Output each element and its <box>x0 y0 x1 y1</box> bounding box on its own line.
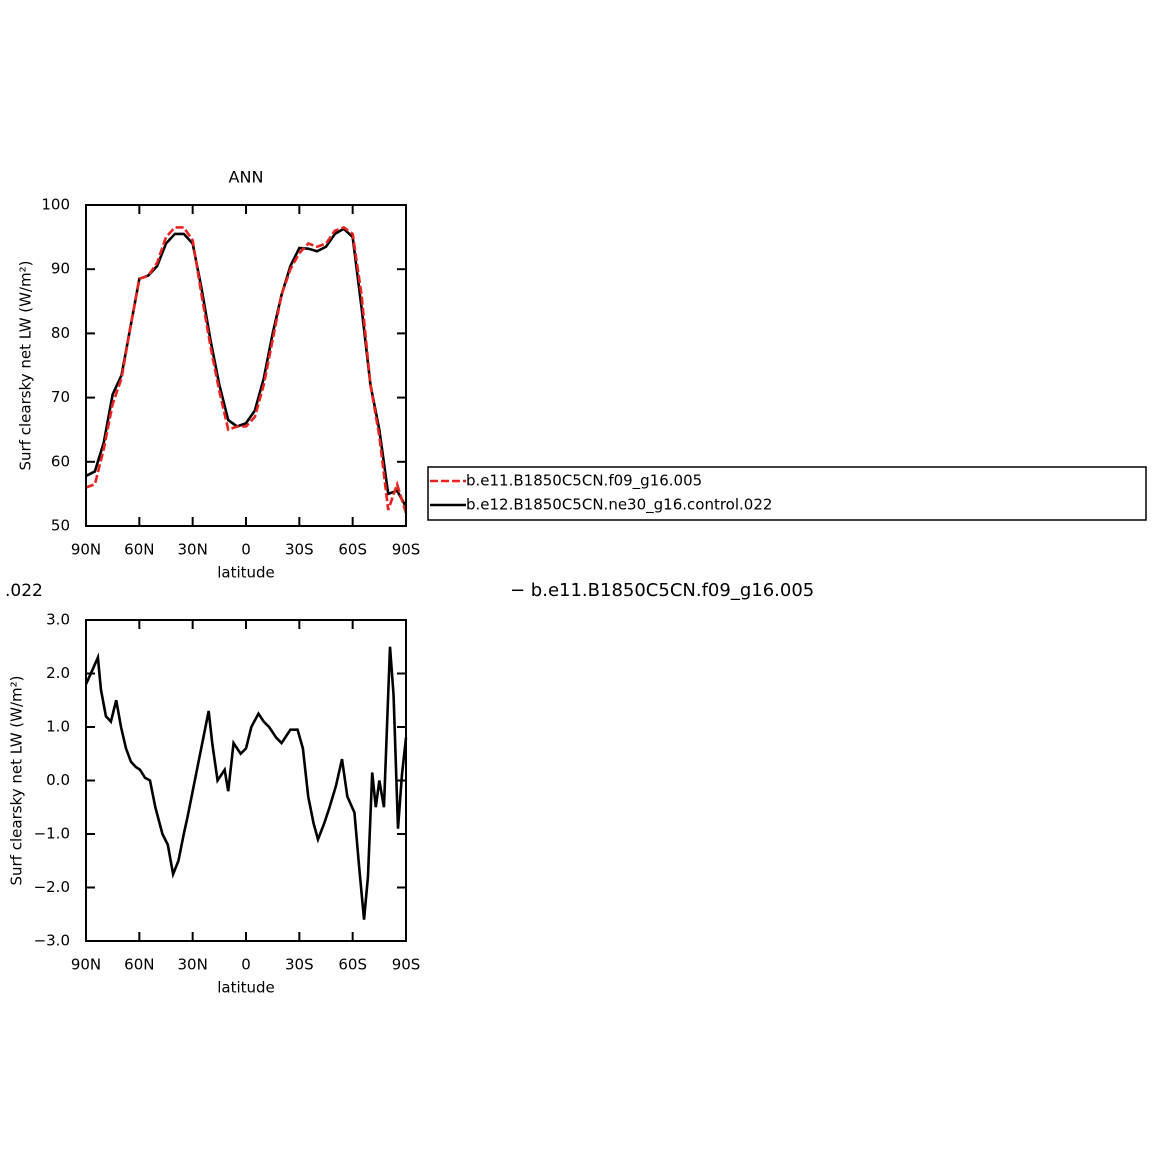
x-tick-label: 0 <box>241 956 251 974</box>
x-tick-label: 60N <box>124 956 154 974</box>
y-tick-label: 90 <box>51 260 70 278</box>
x-axis-label: latitude <box>217 979 275 997</box>
x-tick-label: 60S <box>338 541 367 559</box>
y-tick-label: 2.0 <box>46 664 70 682</box>
legend-label: b.e12.B1850C5CN.ne30_g16.control.022 <box>466 496 772 515</box>
legend-box <box>427 466 1147 521</box>
y-axis-label: Surf clearsky net LW (W/m²) <box>8 675 26 885</box>
y-tick-label: 80 <box>51 324 70 342</box>
chart-title-left: .022 <box>5 581 43 601</box>
x-tick-label: 90N <box>71 956 101 974</box>
x-tick-label: 0 <box>241 541 251 559</box>
series-line <box>85 226 408 514</box>
axis-box <box>85 204 407 527</box>
x-tick-label: 90S <box>392 541 421 559</box>
y-tick-label: 0.0 <box>46 771 70 789</box>
legend-label: b.e11.B1850C5CN.f09_g16.005 <box>466 472 702 491</box>
y-tick-label: 3.0 <box>46 611 70 629</box>
y-tick-label: 50 <box>51 517 70 535</box>
data-line <box>84 646 408 920</box>
x-tick-label: 30N <box>178 956 208 974</box>
y-tick-label: −3.0 <box>34 932 70 950</box>
y-tick-label: 1.0 <box>46 718 70 736</box>
x-tick-label: 90S <box>392 956 421 974</box>
y-tick-label: 70 <box>51 388 70 406</box>
x-tick-label: 30N <box>178 541 208 559</box>
x-tick-label: 30S <box>285 541 314 559</box>
y-tick-label: −1.0 <box>34 825 70 843</box>
y-tick-label: 100 <box>41 196 70 214</box>
x-tick-label: 90N <box>71 541 101 559</box>
y-axis-label: Surf clearsky net LW (W/m²) <box>17 260 35 470</box>
chart-title: ANN <box>229 168 264 187</box>
x-tick-label: 60N <box>124 541 154 559</box>
axis-box <box>85 619 407 942</box>
x-tick-label: 30S <box>285 956 314 974</box>
y-tick-label: 60 <box>51 452 70 470</box>
x-axis-label: latitude <box>217 564 275 582</box>
y-tick-label: −2.0 <box>34 878 70 896</box>
x-tick-label: 60S <box>338 956 367 974</box>
chart-title-right: − b.e11.B1850C5CN.f09_g16.005 <box>510 580 814 601</box>
